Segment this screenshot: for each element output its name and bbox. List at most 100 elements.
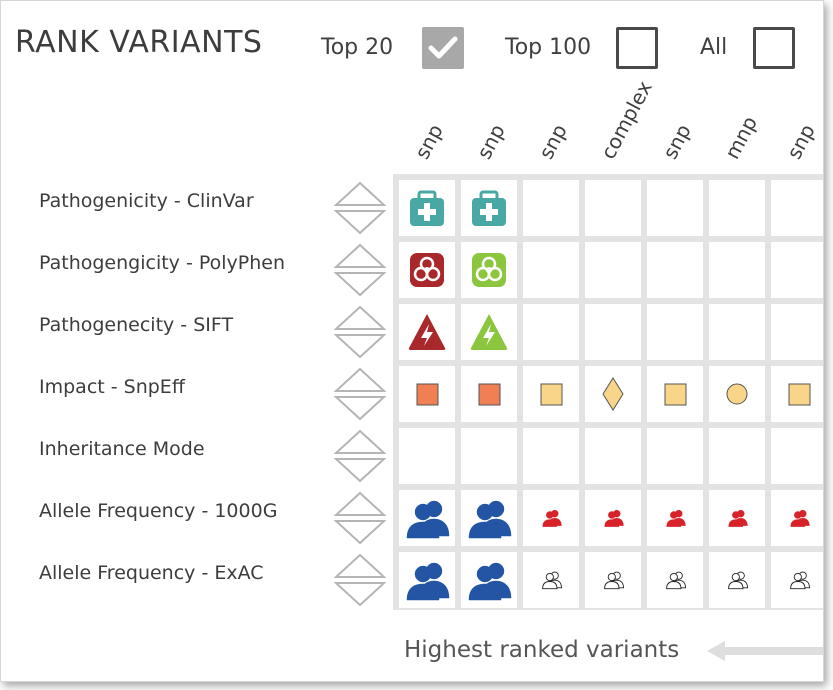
people-outline-icon <box>790 571 810 590</box>
people-outline-icon <box>666 571 686 590</box>
grid-cell[interactable] <box>399 366 455 422</box>
people-icon <box>604 509 624 527</box>
column-header: snp <box>657 120 696 163</box>
grid-cell[interactable] <box>399 552 455 608</box>
row-label: Pathogengicity - PolyPhen <box>39 252 286 274</box>
column-header: snp <box>781 120 820 163</box>
rank-down-icon[interactable] <box>333 582 387 607</box>
rank-down-icon[interactable] <box>333 334 387 359</box>
grid-cell[interactable] <box>523 552 579 608</box>
rank-up-down-control[interactable] <box>333 491 387 545</box>
filter-all-checkbox[interactable] <box>753 27 795 69</box>
footer-label: Highest ranked variants <box>404 637 680 663</box>
grid-cell <box>585 180 641 236</box>
grid-cell[interactable] <box>523 366 579 422</box>
row-label: Impact - SnpEff <box>39 376 185 398</box>
rank-up-icon[interactable] <box>333 491 387 516</box>
grid-cell[interactable] <box>647 552 703 608</box>
column-header: complex <box>595 76 657 163</box>
grid-cell[interactable] <box>461 180 517 236</box>
panel-title: RANK VARIANTS <box>15 25 263 60</box>
filter-top100-label: Top 100 <box>505 35 592 60</box>
rank-up-icon[interactable] <box>333 243 387 268</box>
column-header: snp <box>471 120 510 163</box>
people-icon <box>790 509 810 527</box>
filter-top20-checkbox[interactable] <box>422 27 464 69</box>
impact-diamond-icon <box>602 377 624 411</box>
impact-circle-icon <box>726 383 748 405</box>
grid-cell[interactable] <box>771 366 823 422</box>
grid-cell[interactable] <box>771 552 823 608</box>
rank-down-icon[interactable] <box>333 458 387 483</box>
people-icon <box>728 509 748 527</box>
rank-up-icon[interactable] <box>333 553 387 578</box>
rank-up-down-control[interactable] <box>333 429 387 483</box>
checkmark-icon <box>428 36 458 59</box>
people-icon <box>406 500 450 539</box>
grid-cell[interactable] <box>461 366 517 422</box>
grid-cell <box>771 180 823 236</box>
rank-up-icon[interactable] <box>333 181 387 206</box>
grid-cell <box>399 428 455 484</box>
grid-cell <box>585 304 641 360</box>
grid-cell <box>709 428 765 484</box>
grid-cell <box>523 180 579 236</box>
row-label: Inheritance Mode <box>39 438 205 460</box>
grid-cell[interactable] <box>461 490 517 546</box>
grid-cell <box>709 242 765 298</box>
rank-up-down-control[interactable] <box>333 367 387 421</box>
grid-cell[interactable] <box>771 490 823 546</box>
people-outline-icon <box>604 571 624 590</box>
rank-down-icon[interactable] <box>333 520 387 545</box>
rank-down-icon[interactable] <box>333 210 387 235</box>
grid-cell[interactable] <box>647 366 703 422</box>
grid-cell[interactable] <box>585 366 641 422</box>
impact-square-icon <box>478 383 501 406</box>
medical-kit-icon <box>410 190 444 226</box>
rank-variants-panel: RANK VARIANTS Top 20 Top 100 All snp snp s… <box>0 0 824 682</box>
grid-cell[interactable] <box>585 490 641 546</box>
grid-cell[interactable] <box>585 552 641 608</box>
grid-cell[interactable] <box>461 242 517 298</box>
grid-cell <box>523 242 579 298</box>
people-icon <box>666 509 686 527</box>
rank-down-icon[interactable] <box>333 396 387 421</box>
rank-up-down-control[interactable] <box>333 243 387 297</box>
medical-kit-icon <box>472 190 506 226</box>
grid-cell[interactable] <box>709 366 765 422</box>
grid-cell[interactable] <box>399 490 455 546</box>
grid-cell[interactable] <box>647 490 703 546</box>
grid-cell <box>709 304 765 360</box>
grid-cell <box>523 304 579 360</box>
rank-down-icon[interactable] <box>333 272 387 297</box>
grid-cell[interactable] <box>461 552 517 608</box>
rank-up-down-control[interactable] <box>333 181 387 235</box>
people-icon <box>468 562 512 601</box>
grid-cell <box>771 242 823 298</box>
filter-top100-checkbox[interactable] <box>616 27 658 69</box>
rank-up-down-control[interactable] <box>333 553 387 607</box>
people-icon <box>542 509 562 527</box>
rank-up-icon[interactable] <box>333 367 387 392</box>
grid-cell[interactable] <box>523 490 579 546</box>
grid-cell[interactable] <box>709 490 765 546</box>
impact-square-icon <box>540 383 563 406</box>
row-label: Pathogenicity - ClinVar <box>39 190 254 212</box>
row-label: Allele Frequency - 1000G <box>39 500 278 522</box>
grid-cell[interactable] <box>399 304 455 360</box>
variant-grid <box>393 174 823 610</box>
grid-cell <box>461 428 517 484</box>
column-header: snp <box>533 120 572 163</box>
lightning-warning-icon <box>408 314 446 350</box>
grid-cell[interactable] <box>461 304 517 360</box>
people-outline-icon <box>728 571 748 590</box>
grid-cell[interactable] <box>709 552 765 608</box>
grid-cell[interactable] <box>399 180 455 236</box>
rank-up-icon[interactable] <box>333 305 387 330</box>
grid-cell <box>647 242 703 298</box>
rank-up-down-control[interactable] <box>333 305 387 359</box>
grid-cell <box>647 428 703 484</box>
grid-cell <box>647 180 703 236</box>
grid-cell[interactable] <box>399 242 455 298</box>
rank-up-icon[interactable] <box>333 429 387 454</box>
